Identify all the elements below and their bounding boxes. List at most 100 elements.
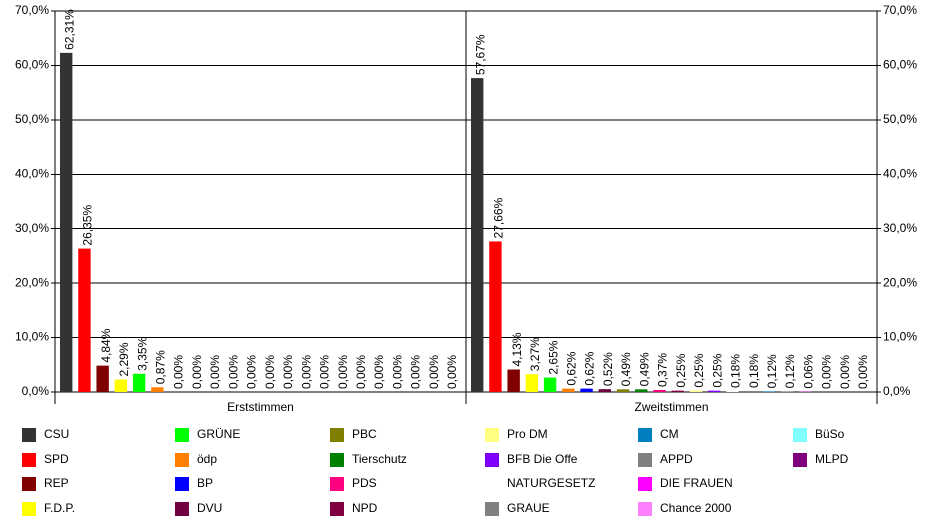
bar: [762, 391, 776, 392]
value-label: 0,00%: [336, 355, 350, 389]
value-label: 0,00%: [409, 355, 423, 389]
x-tick-label: Zweitstimmen: [634, 400, 708, 414]
value-label: 0,25%: [674, 353, 688, 387]
bar: [96, 365, 109, 392]
bar: [543, 377, 557, 392]
legend-label: GRAUE: [507, 501, 550, 515]
bar: [689, 390, 703, 392]
value-label: 0,00%: [427, 355, 441, 389]
legend-swatch: [330, 428, 344, 442]
legend-label: Pro DM: [507, 427, 548, 441]
value-label: 0,00%: [856, 355, 870, 389]
legend-label: APPD: [660, 452, 693, 466]
bar: [507, 369, 520, 392]
value-label: 0,18%: [729, 354, 743, 388]
value-label: 0,00%: [190, 355, 204, 389]
value-label: 2,29%: [117, 342, 131, 376]
legend-swatch: [22, 477, 36, 491]
value-label: 0,49%: [619, 352, 633, 386]
value-label: 0,62%: [583, 351, 597, 385]
bar: [616, 389, 630, 392]
y-tick-label: 50,0%: [15, 112, 49, 126]
legend-swatch: [330, 453, 344, 467]
value-label: 3,27%: [528, 337, 542, 371]
legend-label: CSU: [44, 427, 69, 441]
legend-swatch: [485, 502, 499, 516]
bar: [60, 52, 73, 393]
value-label: 0,00%: [208, 355, 222, 389]
y-tick-label: 60,0%: [15, 58, 49, 72]
legend-label: PBC: [352, 427, 377, 441]
legend-label: BP: [197, 476, 213, 490]
legend-swatch: [22, 502, 36, 516]
legend-label: SPD: [44, 452, 69, 466]
y2-tick-label: 20,0%: [883, 275, 917, 289]
value-label: 0,00%: [299, 355, 313, 389]
bar: [635, 389, 648, 392]
y2-tick-label: 70,0%: [883, 3, 917, 17]
bar: [132, 373, 146, 392]
value-label: 0,00%: [445, 355, 459, 389]
legend-label: GRÜNE: [197, 427, 240, 441]
bar: [726, 391, 739, 392]
value-label: 0,00%: [263, 355, 277, 389]
legend-swatch: [793, 453, 807, 467]
value-label: 0,00%: [838, 355, 852, 389]
legend-swatch: [330, 502, 344, 516]
legend-swatch: [22, 453, 36, 467]
value-label: 4,13%: [510, 332, 524, 366]
value-label: 0,00%: [281, 355, 295, 389]
y2-tick-label: 40,0%: [883, 166, 917, 180]
value-label: 0,87%: [154, 350, 168, 384]
value-label: 0,00%: [372, 355, 386, 389]
value-label: 0,18%: [747, 354, 761, 388]
value-label: 0,25%: [692, 353, 706, 387]
bar: [151, 387, 164, 392]
value-label: 3,35%: [135, 336, 149, 370]
value-label: 0,00%: [318, 355, 332, 389]
bar: [744, 391, 757, 392]
bar: [525, 374, 539, 392]
value-label: 4,84%: [99, 328, 113, 362]
value-label: 26,35%: [81, 205, 95, 246]
legend-label: BFB Die Offe: [507, 452, 578, 466]
legend-swatch: [485, 453, 499, 467]
value-label: 0,00%: [390, 355, 404, 389]
legend-label: DVU: [197, 501, 222, 515]
legend-swatch: [175, 428, 189, 442]
y-tick-label: 30,0%: [15, 221, 49, 235]
bar: [653, 389, 666, 392]
value-label: 62,31%: [62, 9, 76, 50]
legend-swatch: [638, 453, 652, 467]
y2-tick-label: 10,0%: [883, 330, 917, 344]
legend-label: REP: [44, 476, 69, 490]
y-tick-label: 70,0%: [15, 3, 49, 17]
value-label: 0,25%: [710, 353, 724, 387]
value-label: 0,00%: [172, 355, 186, 389]
bar: [562, 388, 575, 392]
legend-swatch: [175, 477, 189, 491]
y-tick-label: 40,0%: [15, 166, 49, 180]
legend-swatch: [175, 453, 189, 467]
bar: [598, 389, 611, 392]
value-label: 57,67%: [473, 34, 487, 75]
value-label: 0,62%: [565, 351, 579, 385]
legend-swatch: [638, 502, 652, 516]
bar: [114, 379, 128, 392]
legend-swatch: [330, 477, 344, 491]
legend-label: ödp: [197, 452, 217, 466]
y2-tick-label: 50,0%: [883, 112, 917, 126]
legend-swatch: [22, 428, 36, 442]
bar: [471, 78, 484, 393]
value-label: 0,12%: [765, 354, 779, 388]
legend-label: Tierschutz: [352, 452, 407, 466]
legend-swatch: [485, 428, 499, 442]
bar: [780, 391, 794, 392]
value-label: 0,37%: [656, 353, 670, 387]
value-label: 0,00%: [820, 355, 834, 389]
value-label: 0,00%: [245, 355, 259, 389]
bar: [671, 390, 684, 392]
y-tick-label: 10,0%: [15, 330, 49, 344]
legend-swatch: [638, 477, 652, 491]
